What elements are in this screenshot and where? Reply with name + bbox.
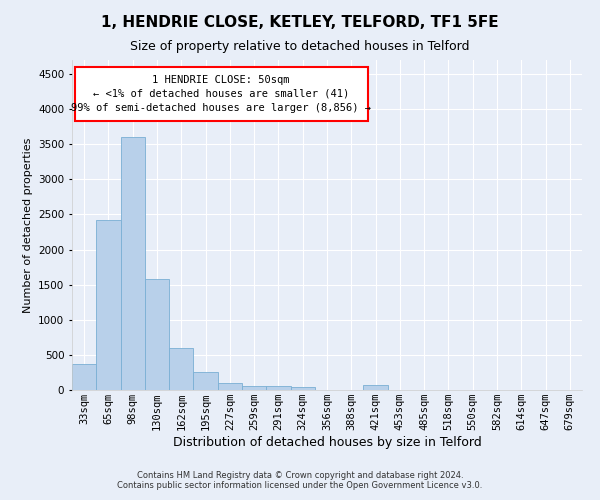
Bar [218,383,242,390]
Text: 1 HENDRIE CLOSE: 50sqm
← <1% of detached houses are smaller (41)
99% of semi-det: 1 HENDRIE CLOSE: 50sqm ← <1% of detached… [71,75,371,113]
Bar [145,280,169,390]
Bar [193,372,218,390]
Bar [72,364,96,390]
FancyBboxPatch shape [74,66,368,121]
Bar [121,137,145,390]
Text: 1, HENDRIE CLOSE, KETLEY, TELFORD, TF1 5FE: 1, HENDRIE CLOSE, KETLEY, TELFORD, TF1 5… [101,15,499,30]
Y-axis label: Number of detached properties: Number of detached properties [23,138,32,312]
Text: Contains HM Land Registry data © Crown copyright and database right 2024.
Contai: Contains HM Land Registry data © Crown c… [118,470,482,490]
Bar [169,348,193,390]
Bar [242,386,266,390]
Bar [290,387,315,390]
Bar [364,386,388,390]
Text: Size of property relative to detached houses in Telford: Size of property relative to detached ho… [130,40,470,53]
Bar [266,386,290,390]
X-axis label: Distribution of detached houses by size in Telford: Distribution of detached houses by size … [173,436,481,449]
Bar [96,220,121,390]
